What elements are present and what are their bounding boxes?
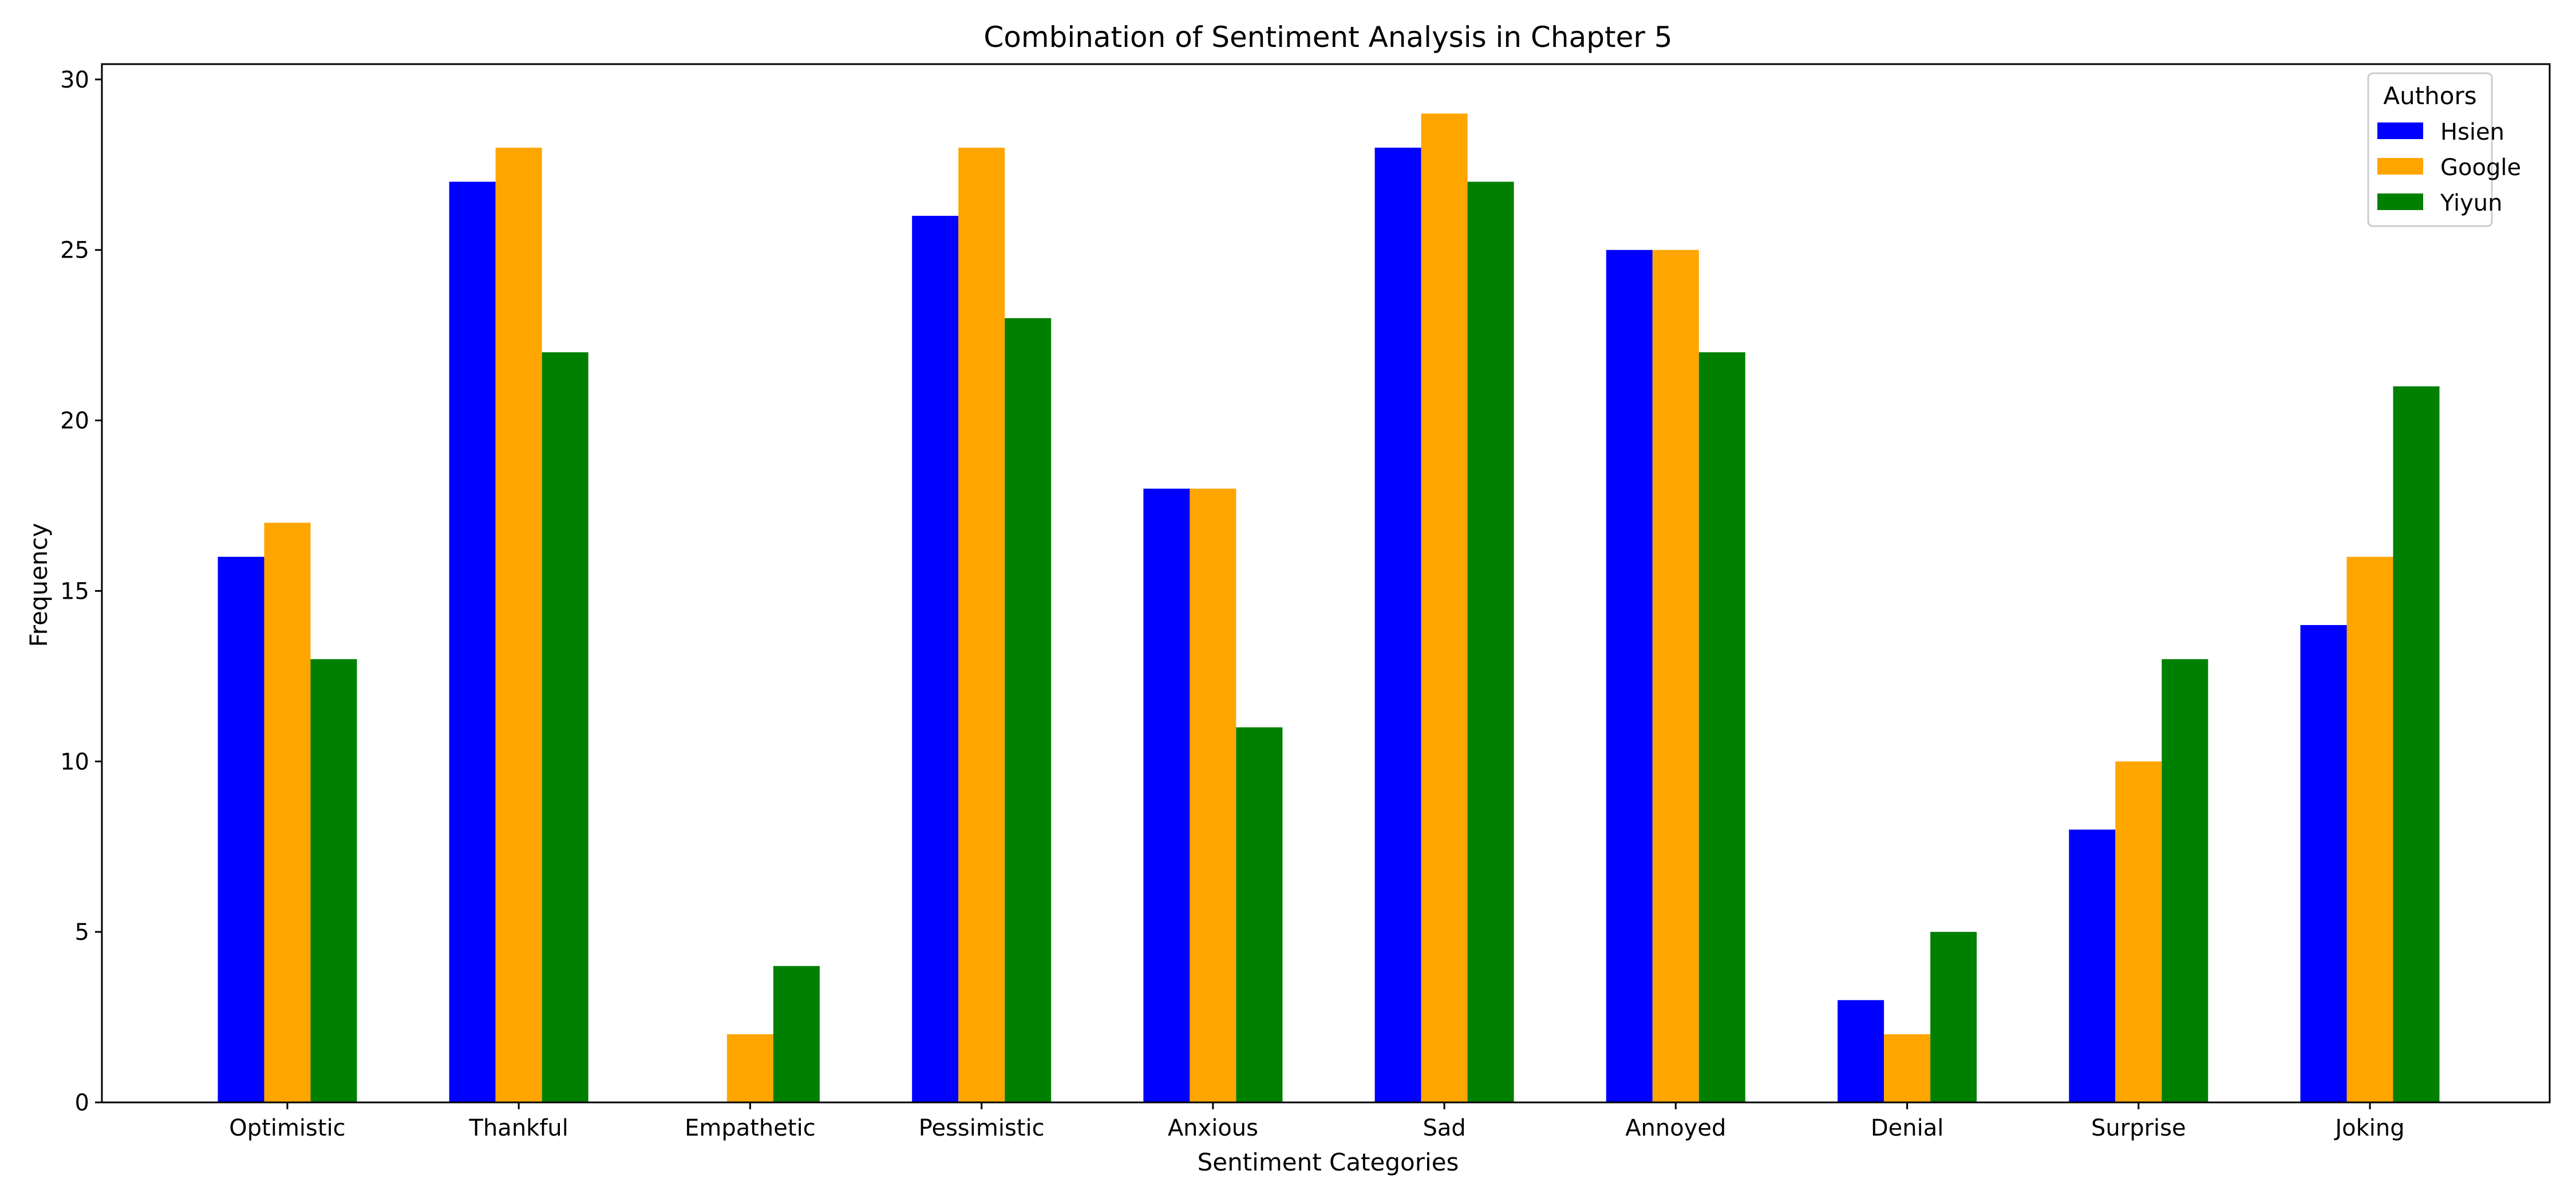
- bar-yiyun-surprise: [2162, 659, 2208, 1102]
- x-tick-label: Surprise: [2091, 1115, 2186, 1141]
- bar-yiyun-pessimistic: [1005, 318, 1052, 1102]
- y-tick-label: 10: [60, 749, 89, 775]
- legend-swatch-google: [2377, 158, 2423, 175]
- bar-yiyun-joking: [2393, 386, 2440, 1102]
- bar-google-empathetic: [726, 1034, 773, 1102]
- x-tick-label: Thankful: [469, 1115, 568, 1141]
- bar-hsien-annoyed: [1606, 250, 1653, 1103]
- legend-label-yiyun: Yiyun: [2440, 190, 2503, 216]
- bar-yiyun-thankful: [542, 352, 588, 1102]
- bars-layer: [218, 113, 2440, 1103]
- legend-label-google: Google: [2440, 155, 2521, 181]
- y-tick-label: 20: [60, 408, 89, 434]
- y-tick-label: 25: [60, 238, 89, 264]
- plot-frame: [101, 63, 2551, 1104]
- bar-google-annoyed: [1652, 250, 1699, 1103]
- legend-items: Hsien Google Yiyun: [2377, 119, 2521, 216]
- x-tick-label: Empathetic: [685, 1115, 816, 1141]
- bar-google-anxious: [1190, 488, 1236, 1103]
- bar-google-surprise: [2115, 761, 2162, 1102]
- x-tick-label: Annoyed: [1625, 1115, 1726, 1141]
- bar-hsien-pessimistic: [912, 216, 959, 1103]
- x-tick-label: Pessimistic: [919, 1115, 1045, 1141]
- y-tick-label: 30: [60, 67, 89, 93]
- bar-google-joking: [2346, 556, 2393, 1102]
- x-tick-label: Anxious: [1168, 1115, 1258, 1141]
- bar-yiyun-annoyed: [1698, 352, 1745, 1102]
- x-axis-ticks: Optimistic Thankful Empathetic Pessimistic A…: [229, 1102, 2405, 1141]
- bar-hsien-denial: [1838, 1000, 1884, 1102]
- x-tick-label: Denial: [1871, 1115, 1944, 1141]
- y-axis-label: Frequency: [25, 523, 53, 647]
- chart-title: Combination of Sentiment Analysis in Cha…: [983, 21, 1672, 54]
- legend-title: Authors: [2383, 82, 2476, 110]
- y-tick-label: 5: [75, 919, 89, 946]
- legend-swatch-yiyun: [2377, 193, 2423, 210]
- legend-swatch-hsien: [2377, 122, 2423, 139]
- bar-hsien-sad: [1374, 148, 1421, 1102]
- bar-yiyun-optimistic: [310, 659, 357, 1102]
- bar-yiyun-empathetic: [773, 966, 820, 1102]
- x-tick-label: Joking: [2333, 1115, 2404, 1141]
- y-tick-label: 15: [60, 578, 89, 604]
- bar-hsien-surprise: [2069, 829, 2116, 1102]
- bar-google-denial: [1884, 1034, 1931, 1102]
- x-tick-label: Sad: [1423, 1115, 1465, 1141]
- y-axis-ticks: 0 5 10 15 20 25 30: [60, 67, 102, 1116]
- bar-hsien-thankful: [449, 181, 496, 1102]
- bar-google-sad: [1421, 113, 1468, 1102]
- bar-yiyun-denial: [1930, 932, 1977, 1102]
- bar-hsien-optimistic: [218, 556, 264, 1102]
- legend-box: [2367, 72, 2493, 227]
- bar-google-pessimistic: [958, 148, 1005, 1102]
- bar-google-thankful: [495, 148, 542, 1102]
- legend: Authors Hsien Google Yiyun: [2367, 72, 2521, 227]
- x-axis-label: Sentiment Categories: [1198, 1148, 1459, 1176]
- x-tick-label: Optimistic: [229, 1115, 345, 1141]
- legend-label-hsien: Hsien: [2440, 119, 2504, 145]
- bar-google-optimistic: [264, 523, 311, 1102]
- bar-yiyun-anxious: [1236, 727, 1283, 1102]
- bar-yiyun-sad: [1467, 181, 1514, 1102]
- y-tick-label: 0: [75, 1090, 89, 1116]
- bar-hsien-joking: [2300, 625, 2347, 1102]
- bar-hsien-anxious: [1143, 488, 1190, 1103]
